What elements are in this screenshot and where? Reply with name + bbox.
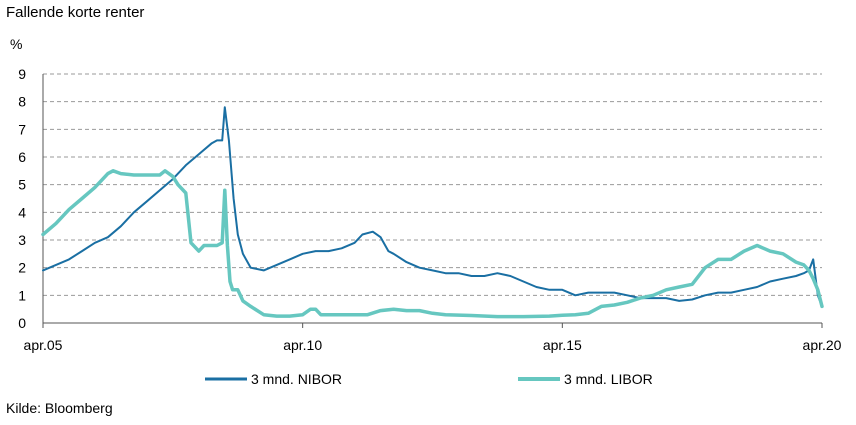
x-tick-label: apr.20 — [803, 337, 842, 353]
y-tick-label: 8 — [18, 94, 26, 110]
series-layer — [41, 106, 824, 319]
legend-label: 3 mnd. NIBOR — [251, 371, 342, 387]
y-tick-label: 7 — [18, 121, 26, 137]
x-tick-label: apr.10 — [283, 337, 322, 353]
series-line-nibor — [42, 106, 823, 308]
y-tick-label: 1 — [18, 287, 26, 303]
axes: 0 1 2 3 4 5 6 7 8 9 apr.05 apr.10 apr.15 apr.20 — [18, 66, 841, 353]
series-line-libor — [41, 169, 824, 319]
gridlines — [43, 73, 822, 296]
chart-title: Fallende korte renter — [6, 4, 145, 21]
legend: 3 mnd. NIBOR 3 mnd. LIBOR — [205, 371, 653, 387]
y-tick-label: 4 — [18, 204, 26, 220]
y-tick-label: 6 — [18, 149, 26, 165]
legend-label: 3 mnd. LIBOR — [564, 371, 653, 387]
y-tick-label: 9 — [18, 66, 26, 82]
source-note: Kilde: Bloomberg — [6, 400, 113, 416]
y-tick-label: 3 — [18, 232, 26, 248]
x-tick-label: apr.15 — [543, 337, 582, 353]
y-tick-label: 2 — [18, 260, 26, 276]
y-tick-label: 5 — [18, 177, 26, 193]
y-axis-unit: % — [10, 36, 23, 52]
x-tick-label: apr.05 — [24, 337, 63, 353]
y-tick-label: 0 — [18, 315, 26, 331]
